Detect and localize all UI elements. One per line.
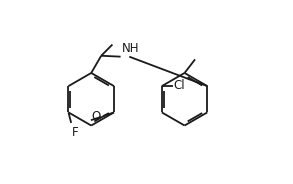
Text: F: F: [71, 126, 78, 139]
Text: NH: NH: [122, 42, 139, 55]
Text: O: O: [91, 110, 100, 123]
Text: Cl: Cl: [173, 79, 185, 92]
